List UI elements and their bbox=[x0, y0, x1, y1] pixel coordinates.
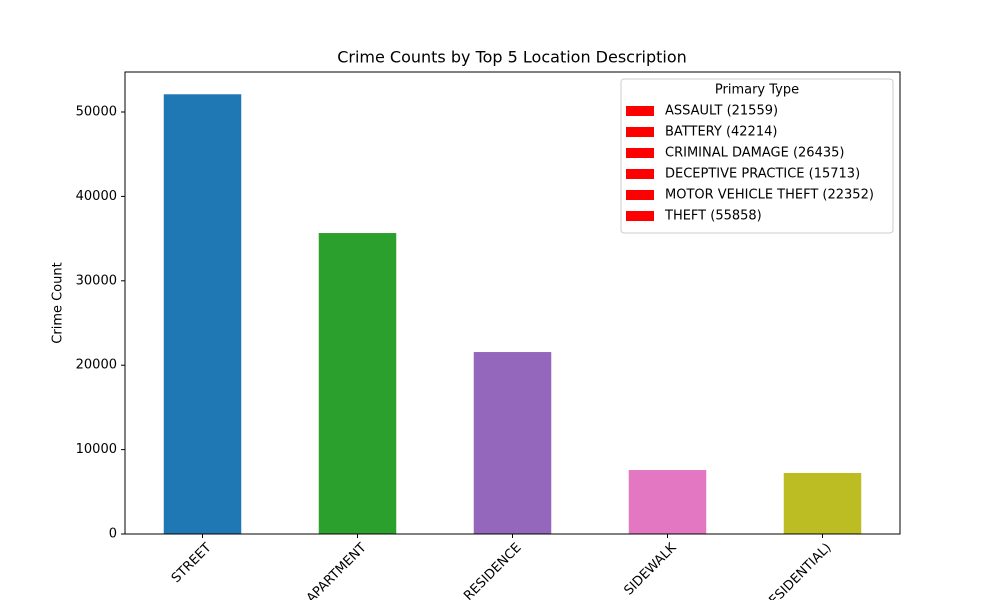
legend-label: THEFT (55858) bbox=[664, 209, 762, 224]
legend-swatch bbox=[626, 127, 654, 137]
y-tick-label: 10000 bbox=[76, 442, 117, 457]
y-axis-label: Crime Count bbox=[51, 262, 66, 343]
legend-swatch bbox=[626, 190, 654, 200]
legend-swatch bbox=[626, 169, 654, 179]
x-tick-label: SIDEWALK bbox=[621, 540, 679, 598]
legend-label: ASSAULT (21559) bbox=[665, 104, 778, 119]
x-tick-label: RESIDENCE bbox=[461, 540, 524, 600]
legend-frame bbox=[620, 78, 894, 234]
y-tick-label: 30000 bbox=[76, 273, 117, 288]
legend: Primary Type ASSAULT (21559) BATTERY (4221… bbox=[620, 78, 894, 234]
y-tick-label: 0 bbox=[109, 527, 117, 542]
legend-label: BATTERY (42214) bbox=[665, 125, 777, 140]
legend-swatch bbox=[626, 211, 654, 221]
axes-frame bbox=[124, 71, 901, 535]
y-tick-label: 20000 bbox=[76, 358, 117, 373]
legend-label: DECEPTIVE PRACTICE (15713) bbox=[665, 167, 860, 182]
x-tick-label: STREET bbox=[169, 540, 215, 586]
legend-label: MOTOR VEHICLE THEFT (22352) bbox=[665, 188, 874, 203]
chart-title: Crime Counts by Top 5 Location Descripti… bbox=[337, 48, 687, 67]
y-tick-label: 50000 bbox=[76, 105, 117, 120]
legend-swatch bbox=[626, 148, 654, 158]
legend-swatch bbox=[626, 106, 654, 116]
legend-label: CRIMINAL DAMAGE (26435) bbox=[665, 146, 844, 161]
bar bbox=[473, 352, 552, 534]
bar bbox=[318, 233, 397, 534]
bar bbox=[163, 94, 242, 535]
x-tick-label: APARTMENT bbox=[304, 540, 370, 600]
bar bbox=[783, 472, 862, 534]
legend-title: Primary Type bbox=[715, 83, 799, 98]
y-tick-label: 40000 bbox=[76, 189, 117, 204]
bar bbox=[628, 470, 707, 534]
